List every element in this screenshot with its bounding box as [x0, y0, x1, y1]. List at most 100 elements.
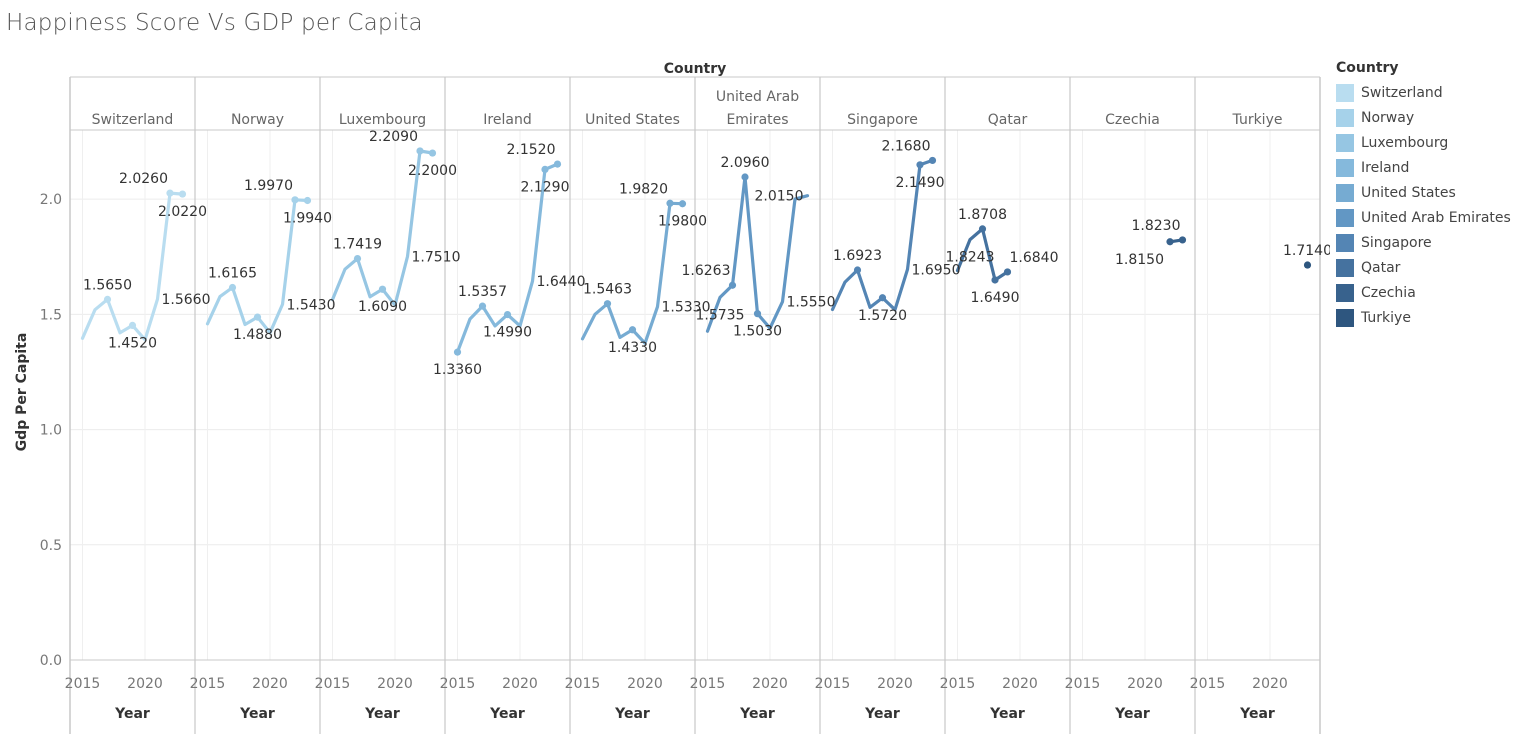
x-tick-label: 2020	[252, 676, 288, 692]
x-tick-label: 2015	[565, 676, 601, 692]
data-point	[541, 165, 549, 174]
frame-layer: Switzerland 2015 2020 Year Norway 2015 2020 Yea…	[65, 76, 1321, 734]
data-point	[916, 161, 924, 169]
legend-item[interactable]: Switzerland	[1336, 80, 1520, 105]
x-tick-label: 2020	[627, 676, 663, 692]
data-label: 2.2000	[408, 163, 457, 179]
data-label: 1.4330	[608, 340, 657, 356]
x-tick-label: 2020	[127, 676, 163, 692]
legend-label: Turkiye	[1361, 309, 1411, 326]
legend-swatch	[1336, 233, 1354, 252]
data-label: 1.6490	[971, 290, 1020, 306]
data-point	[753, 310, 762, 318]
x-axis-title: Year	[989, 706, 1025, 722]
data-point	[1303, 261, 1312, 269]
data-point	[628, 326, 637, 334]
data-point	[128, 321, 137, 330]
legend-item[interactable]: Norway	[1336, 105, 1520, 130]
legend-item[interactable]: Luxembourg	[1336, 130, 1520, 155]
data-label: 2.2090	[369, 129, 418, 145]
data-point	[878, 294, 887, 302]
grid-layer: 0.0 0.5 1.0 1.5 2.0	[40, 130, 1320, 669]
x-axis-title: Year	[1114, 706, 1150, 722]
data-point	[678, 200, 687, 208]
x-tick-label: 2015	[440, 676, 476, 692]
legend-label: Switzerland	[1361, 84, 1443, 101]
legend-label: Norway	[1361, 109, 1415, 126]
legend-label: Singapore	[1361, 234, 1432, 251]
data-label: 1.6165	[208, 266, 257, 282]
data-label: 1.9940	[283, 211, 332, 227]
x-tick-label: 2020	[877, 676, 913, 692]
data-label: 1.4880	[233, 327, 282, 343]
x-axis-title: Year	[114, 706, 150, 722]
legend-item[interactable]: Singapore	[1336, 230, 1520, 255]
x-axis-title: Year	[864, 706, 900, 722]
data-label: 2.0150	[755, 189, 804, 205]
data-point	[553, 160, 562, 168]
data-label: 1.7419	[333, 237, 382, 253]
legend: Country Switzerland Norway Luxembourg Irela…	[1336, 60, 1520, 330]
x-tick-label: 2020	[502, 676, 538, 692]
legend-item[interactable]: United Arab Emirates	[1336, 205, 1520, 230]
data-label: 1.5357	[458, 284, 507, 300]
x-axis-title: Year	[614, 706, 650, 722]
legend-item[interactable]: Czechia	[1336, 280, 1520, 305]
legend-label: United Arab Emirates	[1361, 209, 1511, 226]
data-label: 1.8708	[958, 207, 1007, 223]
x-tick-label: 2020	[1002, 676, 1038, 692]
data-label: 1.6440	[537, 274, 586, 290]
x-axis-title: Year	[239, 706, 275, 722]
data-point	[378, 285, 387, 293]
legend-swatch	[1336, 158, 1354, 177]
legend-title: Country	[1336, 60, 1399, 76]
data-point	[1178, 236, 1187, 244]
data-label: 1.4520	[108, 335, 157, 351]
data-point	[428, 149, 437, 157]
legend-swatch	[1336, 133, 1354, 152]
x-tick-label: 2015	[1065, 676, 1101, 692]
label-layer: 1.5650 1.4520 1.5660 2.0260 2.0220 1.6165 1.48…	[83, 129, 1330, 378]
legend-label: United States	[1361, 184, 1456, 201]
y-tick-label: 1.0	[40, 423, 62, 439]
data-point	[928, 156, 937, 165]
legend-label: Luxembourg	[1361, 134, 1449, 151]
legend-item[interactable]: Qatar	[1336, 255, 1520, 280]
x-tick-label: 2015	[190, 676, 226, 692]
x-axis-title: Year	[739, 706, 775, 722]
legend-item[interactable]: United States	[1336, 180, 1520, 205]
data-point	[1166, 238, 1174, 246]
legend-label: Czechia	[1361, 284, 1416, 301]
legend-item[interactable]: Turkiye	[1336, 305, 1520, 330]
legend-label: Qatar	[1361, 259, 1401, 276]
data-label: 2.0960	[721, 155, 770, 171]
series-layer	[80, 147, 1312, 356]
data-label: 1.5735	[696, 307, 745, 323]
data-label: 1.5030	[733, 324, 782, 340]
data-label: 1.5330	[662, 300, 711, 316]
panel-header: Ireland	[483, 112, 531, 128]
legend-swatch	[1336, 308, 1354, 327]
legend-item[interactable]: Ireland	[1336, 155, 1520, 180]
data-label: 1.7140	[1283, 243, 1330, 259]
data-label: 1.3360	[433, 362, 482, 378]
data-label: 2.1520	[507, 142, 556, 158]
legend-swatch	[1336, 83, 1354, 102]
panel-header: Switzerland	[92, 112, 174, 128]
chart-area: 0.0 0.5 1.0 1.5 2.0 Switzerland 2015 2020 Year N…	[14, 61, 1330, 734]
data-label: 1.5463	[583, 282, 632, 298]
data-label: 1.7510	[412, 250, 461, 266]
panel-header: Czechia	[1105, 112, 1160, 128]
legend-swatch	[1336, 258, 1354, 277]
y-tick-label: 0.5	[40, 538, 62, 554]
data-point	[978, 225, 987, 233]
x-axis-title: Year	[1239, 706, 1275, 722]
y-tick-label: 2.0	[40, 192, 62, 208]
data-label: 1.9800	[658, 214, 707, 230]
data-label: 1.8150	[1115, 252, 1164, 268]
data-label: 1.5720	[858, 308, 907, 324]
column-header: Country	[664, 61, 727, 77]
data-label: 1.4990	[483, 325, 532, 341]
legend-swatch	[1336, 283, 1354, 302]
data-label: 1.6263	[682, 263, 731, 279]
